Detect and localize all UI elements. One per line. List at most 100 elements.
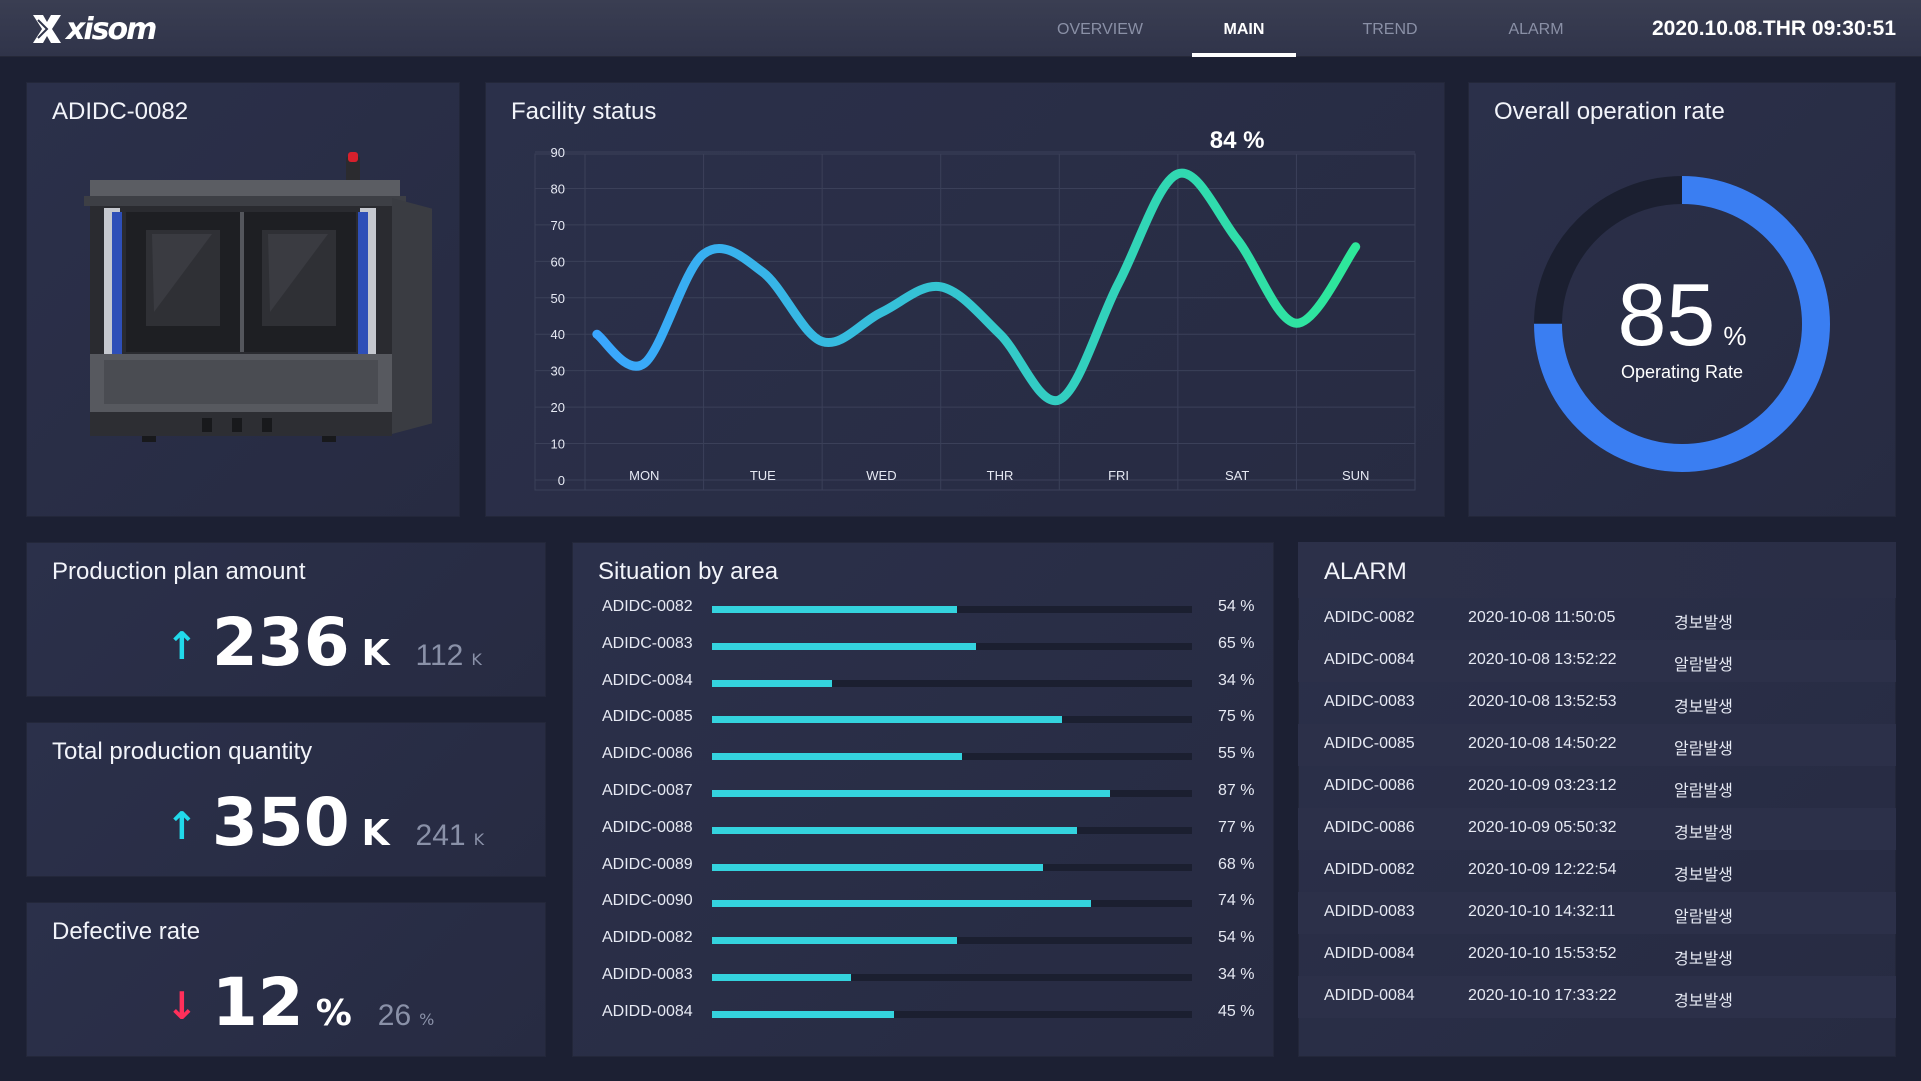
alarm-status: 경보발생 <box>1674 867 1733 884</box>
area-row: ADIDC-0089 68 % <box>602 852 1262 882</box>
kpi-production-plan: Production plan amount ↑ 236 K 112 K <box>26 542 546 697</box>
kpi-sub-unit: K <box>471 650 482 669</box>
kpi-unit: K <box>361 813 390 854</box>
area-bar-fill <box>712 642 976 650</box>
alarm-time: 2020-10-09 03:23:12 <box>1468 777 1617 794</box>
area-bar-fill <box>712 863 1044 871</box>
area-bar-track <box>712 826 1192 834</box>
area-bar-track <box>712 606 1192 613</box>
kpi-sub-value: 112 <box>415 639 464 672</box>
machine-illustration <box>84 152 432 442</box>
operation-rate-number: 85 <box>1617 265 1716 364</box>
alarm-row[interactable]: ADIDD-0084 2020-10-10 17:33:22 경보발생 <box>1298 976 1896 1018</box>
area-name: ADIDC-0085 <box>602 708 693 726</box>
alarm-device: ADIDD-0083 <box>1324 903 1415 920</box>
alarm-row[interactable]: ADIDC-0085 2020-10-08 14:50:22 알람발생 <box>1298 724 1896 766</box>
area-percent: 54 % <box>1218 929 1255 947</box>
area-bar-fill <box>712 716 1063 724</box>
kpi-value: 350 <box>211 784 350 861</box>
kpi-sub-value: 26 <box>377 999 412 1032</box>
alarm-device: ADIDC-0084 <box>1324 651 1415 668</box>
area-name: ADIDC-0088 <box>602 818 693 836</box>
area-name: ADIDC-0086 <box>602 745 693 763</box>
facility-status-title: Facility status <box>511 98 657 125</box>
y-tick-label: 50 <box>551 291 565 306</box>
area-bar-track <box>712 790 1192 797</box>
tab-alarm[interactable]: ALARM <box>1508 21 1564 38</box>
area-percent: 34 % <box>1218 671 1255 689</box>
alarm-device: ADIDD-0084 <box>1324 987 1415 1004</box>
series-line <box>592 168 1361 406</box>
area-percent: 45 % <box>1218 1002 1255 1020</box>
alarm-time: 2020-10-10 14:32:11 <box>1468 903 1616 920</box>
area-row: ADIDC-0083 65 % <box>602 631 1262 661</box>
alarm-panel: ALARM ADIDC-0082 2020-10-08 11:50:05 경보발생 A… <box>1298 542 1896 1057</box>
top-bar: xisom OVERVIEW MAIN TREND ALARM 2020.10.… <box>0 0 1921 57</box>
alarm-row[interactable]: ADIDC-0084 2020-10-08 13:52:22 알람발생 <box>1298 640 1896 682</box>
kpi-value: 12 <box>211 964 304 1041</box>
y-tick-label: 80 <box>551 181 565 196</box>
x-tick-label: WED <box>866 468 896 483</box>
alarm-row[interactable]: ADIDD-0084 2020-10-10 15:53:52 경보발생 <box>1298 934 1896 976</box>
alarm-time: 2020-10-10 17:33:22 <box>1468 987 1617 1004</box>
area-bar-track <box>712 974 1192 981</box>
operation-rate-panel: Overall operation rate 85% Operating Rat… <box>1468 82 1896 517</box>
area-row: ADIDD-0082 54 % <box>602 925 1262 955</box>
alarm-status: 알람발생 <box>1674 741 1733 758</box>
alarm-row[interactable]: ADIDC-0083 2020-10-08 13:52:53 경보발생 <box>1298 682 1896 724</box>
y-tick-label: 0 <box>558 473 565 488</box>
area-bar-track <box>712 679 1192 687</box>
alarm-device: ADIDD-0084 <box>1324 945 1415 962</box>
area-row: ADIDC-0086 55 % <box>602 741 1262 771</box>
alarm-status: 알람발생 <box>1674 909 1733 926</box>
donut-ring <box>1534 176 1830 472</box>
alarm-device: ADIDC-0082 <box>1324 609 1415 626</box>
area-row: ADIDC-0084 34 % <box>602 668 1262 698</box>
area-bar-track <box>712 900 1192 908</box>
kpi-total-production: Total production quantity ↑ 350 K 241 K <box>26 722 546 877</box>
alarm-status: 알람발생 <box>1674 783 1733 800</box>
area-bar-fill <box>712 974 852 981</box>
alarm-title: ALARM <box>1324 558 1407 585</box>
kpi-sub-unit: K <box>473 830 485 849</box>
logo-text: xisom <box>66 11 157 47</box>
alarm-row[interactable]: ADIDC-0082 2020-10-08 11:50:05 경보발생 <box>1298 598 1896 640</box>
tab-main[interactable]: MAIN <box>1192 0 1296 57</box>
kpi-values: ↑ 350 K 241 K <box>166 784 484 861</box>
area-bar-track <box>712 1010 1192 1018</box>
area-percent: 54 % <box>1218 598 1255 615</box>
alarm-row[interactable]: ADIDD-0082 2020-10-09 12:22:54 경보발생 <box>1298 850 1896 892</box>
alarm-status: 경보발생 <box>1674 699 1733 716</box>
area-bar-fill <box>712 826 1077 834</box>
alarm-status: 경보발생 <box>1674 615 1733 632</box>
area-name: ADIDD-0083 <box>602 966 693 983</box>
alarm-status: 알람발생 <box>1674 657 1733 674</box>
area-name: ADIDD-0084 <box>602 1002 693 1020</box>
logo[interactable]: xisom <box>30 11 157 47</box>
arrow-up-icon: ↑ <box>166 804 198 848</box>
alarm-header: ALARM <box>1298 542 1896 598</box>
y-tick-label: 90 <box>551 145 565 160</box>
alarm-status: 경보발생 <box>1674 825 1733 842</box>
alarm-time: 2020-10-09 12:22:54 <box>1468 861 1617 878</box>
alarm-device: ADIDC-0085 <box>1324 735 1415 752</box>
y-tick-label: 60 <box>551 254 565 269</box>
kpi-values: ↑ 236 K 112 K <box>166 604 482 681</box>
area-bar-fill <box>712 900 1092 908</box>
facility-status-panel: Facility status 0 10 20 30 40 50 60 70 80 90 MON T… <box>485 82 1445 517</box>
alarm-row[interactable]: ADIDC-0086 2020-10-09 03:23:12 알람발생 <box>1298 766 1896 808</box>
alarm-device: ADIDC-0086 <box>1324 819 1415 836</box>
alarm-row[interactable]: ADIDD-0083 2020-10-10 14:32:11 알람발생 <box>1298 892 1896 934</box>
tab-trend[interactable]: TREND <box>1362 21 1418 38</box>
tab-overview[interactable]: OVERVIEW <box>1057 21 1143 38</box>
area-name: ADIDC-0089 <box>602 855 693 873</box>
area-row: ADIDC-0088 77 % <box>602 815 1262 845</box>
x-tick-label: SUN <box>1342 468 1369 483</box>
area-bar-fill <box>712 606 957 613</box>
area-row: ADIDC-0082 54 % <box>602 594 1262 624</box>
y-tick-label: 40 <box>551 327 565 342</box>
alarm-row[interactable]: ADIDC-0086 2020-10-09 05:50:32 경보발생 <box>1298 808 1896 850</box>
area-row: ADIDD-0084 45 % <box>602 999 1262 1029</box>
area-row: ADIDC-0085 75 % <box>602 704 1262 734</box>
alarm-time: 2020-10-09 05:50:32 <box>1468 819 1617 836</box>
